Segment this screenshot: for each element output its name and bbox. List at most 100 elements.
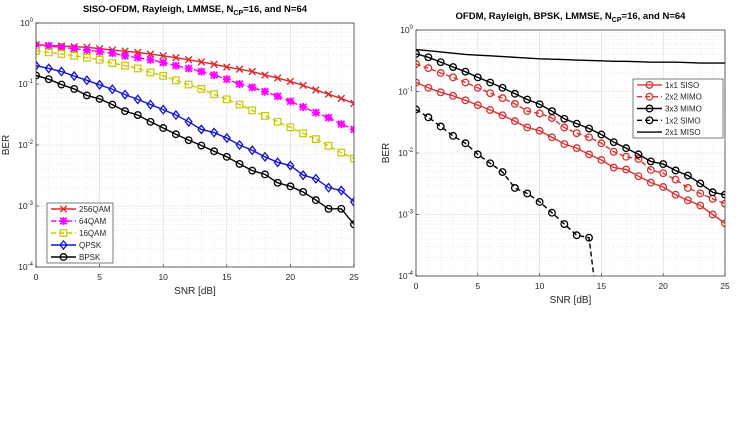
data-point — [248, 166, 257, 175]
data-point — [133, 64, 142, 73]
data-point — [184, 80, 193, 89]
data-point — [597, 130, 606, 139]
y-tick-label: 100 — [20, 18, 33, 28]
data-point — [299, 187, 308, 196]
data-point — [248, 145, 257, 156]
data-point — [273, 74, 282, 82]
data-point — [350, 220, 354, 229]
data-point — [36, 60, 41, 71]
data-point — [609, 138, 618, 147]
legend-label: BPSK — [79, 253, 101, 262]
data-point — [159, 51, 167, 60]
data-point — [171, 109, 181, 121]
data-point — [585, 124, 593, 133]
data-point — [159, 104, 168, 115]
x-tick-label: 20 — [658, 281, 668, 291]
data-point — [498, 111, 507, 120]
data-point — [498, 168, 507, 177]
data-point — [57, 43, 66, 52]
data-point — [721, 219, 725, 228]
legend-label: 64QAM — [79, 217, 106, 226]
data-point — [146, 99, 155, 110]
data-point — [696, 189, 705, 198]
y-tick-label: 10-3 — [398, 210, 413, 220]
data-point — [197, 67, 206, 76]
data-point — [436, 88, 445, 97]
y-tick-exponent: -4 — [408, 271, 414, 277]
x-tick-label: 0 — [34, 272, 39, 282]
data-point — [461, 96, 470, 105]
data-point — [486, 89, 495, 98]
data-point — [273, 157, 282, 168]
data-point — [548, 107, 556, 116]
data-point — [286, 123, 295, 132]
data-point — [486, 159, 495, 168]
legend-label: 2x1 MISO — [665, 128, 701, 137]
data-point — [311, 196, 320, 205]
data-point — [473, 83, 482, 92]
data-point — [121, 107, 129, 116]
legend-item: 3x3 MIMO — [637, 105, 702, 114]
data-point — [70, 70, 79, 82]
data-point — [498, 94, 507, 103]
legend: 256QAM 64QAM 16QAM QPSK BPSK — [46, 202, 114, 264]
data-point — [597, 156, 606, 164]
data-point — [337, 94, 346, 103]
data-point — [535, 109, 544, 118]
data-point — [449, 91, 458, 100]
legend-item: 1x2 SIMO — [637, 116, 701, 125]
data-point — [572, 144, 581, 153]
y-tick-label: 10-1 — [398, 87, 413, 97]
y-tick-label: 10-3 — [18, 201, 33, 211]
series-3x3-MIMO — [416, 49, 725, 199]
data-point — [209, 127, 219, 138]
data-point — [261, 170, 269, 179]
data-point — [634, 150, 643, 159]
data-point — [261, 111, 269, 120]
y-axis-label: BER — [1, 135, 12, 156]
legend-marker — [645, 80, 654, 89]
data-point — [273, 117, 282, 126]
legend-label: 2x2 MIMO — [665, 93, 702, 102]
data-point — [659, 169, 668, 178]
data-point — [197, 85, 206, 93]
x-tick-label: 25 — [349, 272, 359, 282]
data-point — [133, 53, 142, 62]
data-point — [222, 95, 231, 104]
data-point — [235, 139, 244, 151]
data-point — [486, 106, 495, 114]
data-point — [273, 92, 282, 101]
data-point — [70, 84, 79, 93]
data-point — [510, 117, 519, 126]
data-point — [646, 178, 655, 187]
legend-label: 16QAM — [79, 229, 106, 238]
data-point — [585, 233, 593, 242]
data-point — [324, 90, 333, 99]
data-point — [622, 144, 631, 153]
y-tick-exponent: -3 — [408, 210, 414, 216]
data-point — [133, 111, 142, 119]
data-point — [248, 83, 257, 92]
y-tick-exponent: -4 — [28, 262, 34, 268]
series-line — [416, 81, 725, 224]
series-line — [36, 74, 354, 225]
title-text: SISO-OFDM, Rayleigh, LMMSE, N — [83, 4, 234, 15]
data-point — [159, 71, 168, 80]
data-point — [82, 91, 91, 100]
data-point — [473, 150, 482, 159]
legend-item: 64QAM — [51, 217, 106, 226]
data-point — [184, 116, 193, 127]
y-tick-exponent: -3 — [28, 201, 34, 207]
x-tick-label: 5 — [97, 272, 102, 282]
data-point — [473, 101, 482, 110]
series-line — [416, 48, 725, 64]
data-point — [172, 76, 180, 85]
data-point — [560, 220, 569, 228]
data-point — [286, 97, 295, 106]
title-text: =16, and N=64 — [243, 4, 308, 15]
data-point — [337, 120, 346, 129]
data-point — [260, 87, 269, 96]
series-QPSK — [36, 60, 354, 207]
data-point — [659, 183, 668, 191]
